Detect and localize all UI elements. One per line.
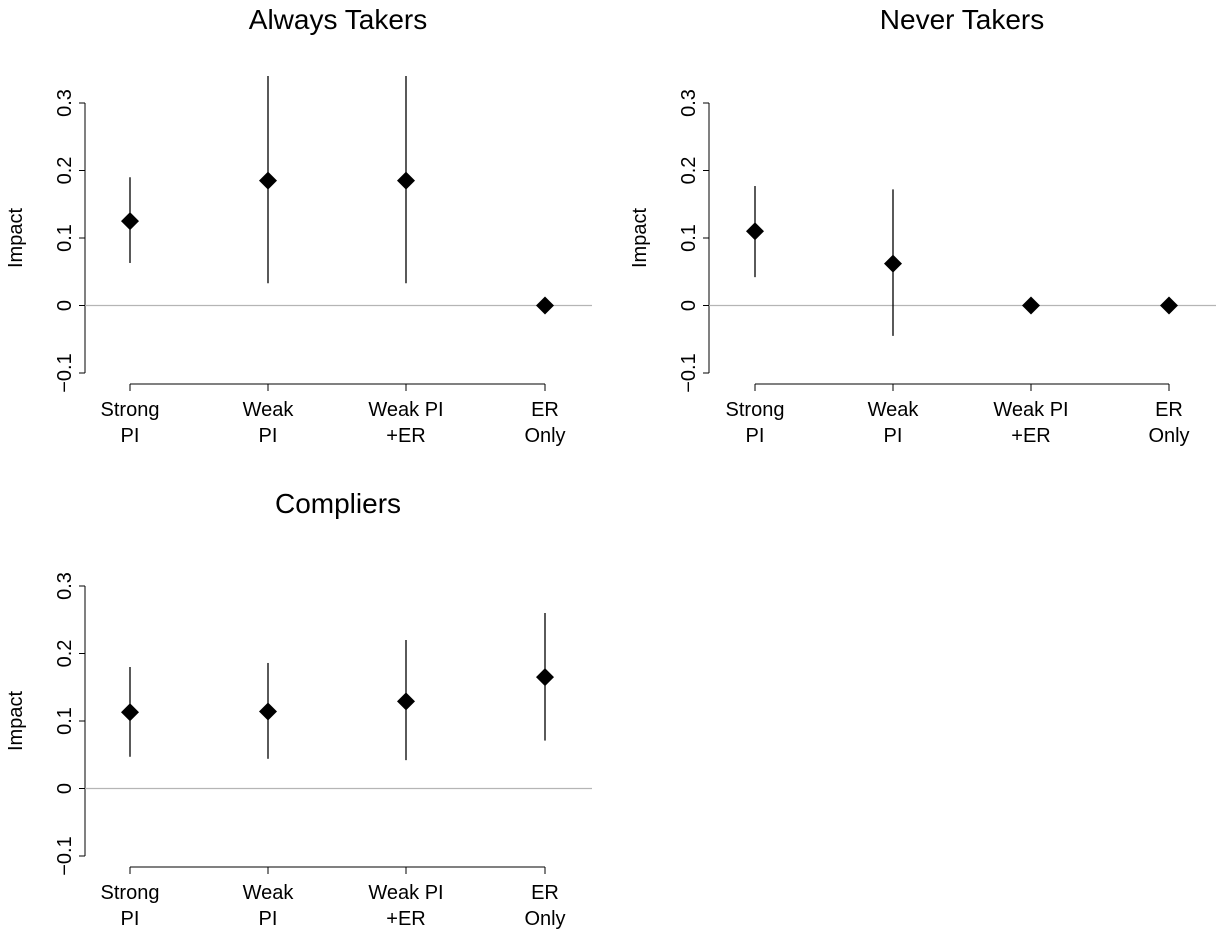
y-tick-label: 0.2 <box>678 157 700 185</box>
x-tick-label: Weak PI <box>368 399 443 421</box>
y-tick-label: −0.1 <box>678 353 700 392</box>
x-tick-label: Strong <box>101 399 160 421</box>
point-estimate-marker <box>536 668 554 687</box>
y-tick-label: 0.2 <box>54 640 76 668</box>
point-estimate-marker <box>746 222 764 241</box>
x-tick-label: Weak <box>243 882 295 904</box>
chart-title: Never Takers <box>880 4 1044 35</box>
point-estimate-marker <box>121 703 139 722</box>
y-tick-label: −0.1 <box>54 836 76 875</box>
x-tick-label: PI <box>884 425 903 447</box>
x-tick-label: Weak <box>243 399 295 421</box>
y-tick-label: 0.3 <box>54 89 76 117</box>
x-tick-label: Weak PI <box>368 882 443 904</box>
point-estimate-marker <box>1022 296 1040 315</box>
x-tick-label: +ER <box>386 425 425 447</box>
x-tick-label: PI <box>121 425 140 447</box>
y-tick-label: 0.1 <box>54 224 76 252</box>
x-tick-label: PI <box>259 425 278 447</box>
y-tick-label: 0 <box>678 300 700 311</box>
y-tick-label: 0.3 <box>678 89 700 117</box>
chart-panel: Compliers −0.1 0 0.1 0.2 0.3 Impact Strong PI Wea… <box>5 488 592 930</box>
y-tick-label: −0.1 <box>54 353 76 392</box>
chart-panel: Never Takers −0.1 0 0.1 0.2 0.3 Impact Strong PI… <box>629 4 1216 447</box>
chart-title: Always Takers <box>249 4 427 35</box>
y-axis-title: Impact <box>629 208 651 268</box>
y-tick-label: 0.2 <box>54 157 76 185</box>
x-tick-label: ER <box>531 882 559 904</box>
y-tick-label: 0 <box>54 783 76 794</box>
y-tick-label: 0.1 <box>678 224 700 252</box>
point-estimate-marker <box>121 212 139 231</box>
x-tick-label: ER <box>531 399 559 421</box>
point-estimate-marker <box>397 171 415 190</box>
x-tick-label: PI <box>121 908 140 930</box>
x-tick-label: Weak <box>868 399 920 421</box>
y-tick-label: 0.1 <box>54 707 76 735</box>
x-tick-label: Strong <box>726 399 785 421</box>
chart-panel: Always Takers −0.1 0 0.1 0.2 0.3 Impact Strong P… <box>5 4 592 447</box>
point-estimate-marker <box>259 171 277 190</box>
y-tick-label: 0.3 <box>54 572 76 600</box>
x-tick-label: Only <box>1148 425 1189 447</box>
y-tick-label: 0 <box>54 300 76 311</box>
point-estimate-marker <box>536 296 554 315</box>
y-axis-title: Impact <box>5 691 27 751</box>
chart-title: Compliers <box>275 488 401 519</box>
x-tick-label: +ER <box>1011 425 1050 447</box>
point-estimate-marker <box>1160 296 1178 315</box>
point-estimate-marker <box>397 692 415 711</box>
x-tick-label: Only <box>524 908 565 930</box>
x-tick-label: Only <box>524 425 565 447</box>
y-axis-title: Impact <box>5 208 27 268</box>
point-estimate-marker <box>884 254 902 273</box>
x-tick-label: Weak PI <box>993 399 1068 421</box>
x-tick-label: PI <box>259 908 278 930</box>
x-tick-label: ER <box>1155 399 1183 421</box>
x-tick-label: Strong <box>101 882 160 904</box>
x-tick-label: PI <box>746 425 765 447</box>
x-tick-label: +ER <box>386 908 425 930</box>
point-estimate-marker <box>259 702 277 721</box>
